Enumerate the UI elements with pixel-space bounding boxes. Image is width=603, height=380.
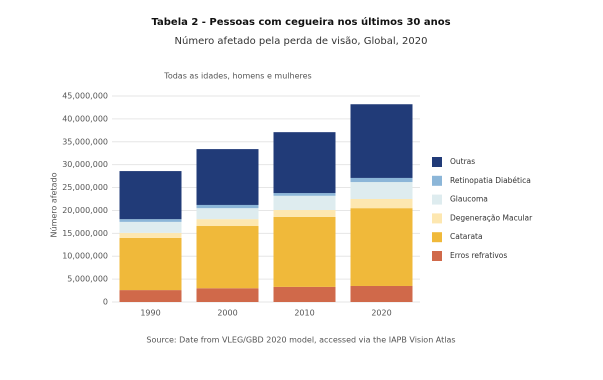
- bar-segment: [196, 149, 259, 205]
- chart-caption: Todas as idades, homens e mulheres: [163, 72, 311, 81]
- y-tick-label: 30,000,000: [62, 160, 108, 169]
- bar-segment: [119, 237, 182, 291]
- y-tick-label: 20,000,000: [62, 206, 108, 215]
- bar-segment: [350, 177, 413, 183]
- bar-segment: [273, 209, 336, 217]
- y-tick-label: 25,000,000: [62, 183, 108, 192]
- bar-segment: [196, 208, 259, 220]
- bar-segment: [119, 221, 182, 233]
- y-tick-label: 35,000,000: [62, 137, 108, 146]
- y-tick-label: 15,000,000: [62, 229, 108, 238]
- x-tick-label: 1990: [140, 309, 160, 318]
- legend-label: Degeneração Macular: [450, 213, 533, 222]
- bar-segment: [119, 171, 182, 220]
- bar-segment: [196, 226, 259, 289]
- bar-segment: [119, 219, 182, 222]
- legend-label: Erros refrativos: [450, 251, 507, 260]
- x-tick-label: 2000: [217, 309, 237, 318]
- y-tick-label: 45,000,000: [62, 92, 108, 101]
- y-tick-label: 40,000,000: [62, 114, 108, 123]
- y-tick-label: 0: [103, 298, 108, 307]
- x-tick-label: 2010: [294, 309, 314, 318]
- bar-segment: [350, 104, 413, 178]
- legend-label: Catarata: [450, 232, 483, 241]
- legend-swatch: [432, 213, 442, 224]
- legend-label: Retinopatia Diabética: [450, 176, 531, 185]
- bar-segment: [196, 288, 259, 302]
- chart-title: Tabela 2 - Pessoas com cegueira nos últi…: [151, 16, 450, 28]
- legend-swatch: [432, 157, 442, 167]
- legend-swatch: [432, 232, 442, 243]
- bar-segment: [273, 195, 336, 210]
- bar-segment: [119, 290, 182, 302]
- bar-segment: [273, 193, 336, 196]
- bar-segment: [350, 285, 413, 302]
- legend-swatch: [432, 194, 442, 205]
- bar-segment: [119, 232, 182, 238]
- x-tick-label: 2020: [371, 309, 391, 318]
- bar-segment: [350, 208, 413, 286]
- bar-segment: [350, 182, 413, 199]
- y-tick-label: 5,000,000: [67, 275, 108, 284]
- bar-segment: [273, 132, 336, 194]
- source-note: Source: Date from VLEG/GBD 2020 model, a…: [146, 336, 455, 345]
- legend-label: Outras: [450, 157, 475, 166]
- bar-segment: [196, 219, 259, 227]
- y-tick-label: 10,000,000: [62, 252, 108, 261]
- bar-segment: [350, 199, 413, 209]
- legend-swatch: [432, 251, 442, 261]
- chart-subtitle: Número afetado pela perda de visão, Glob…: [175, 35, 428, 47]
- bar-segment: [273, 286, 336, 302]
- y-axis-label: Número afetado: [50, 172, 59, 237]
- bar-segment: [196, 204, 259, 209]
- legend-label: Glaucoma: [450, 195, 488, 204]
- bar-segment: [273, 216, 336, 287]
- legend-swatch: [432, 175, 442, 186]
